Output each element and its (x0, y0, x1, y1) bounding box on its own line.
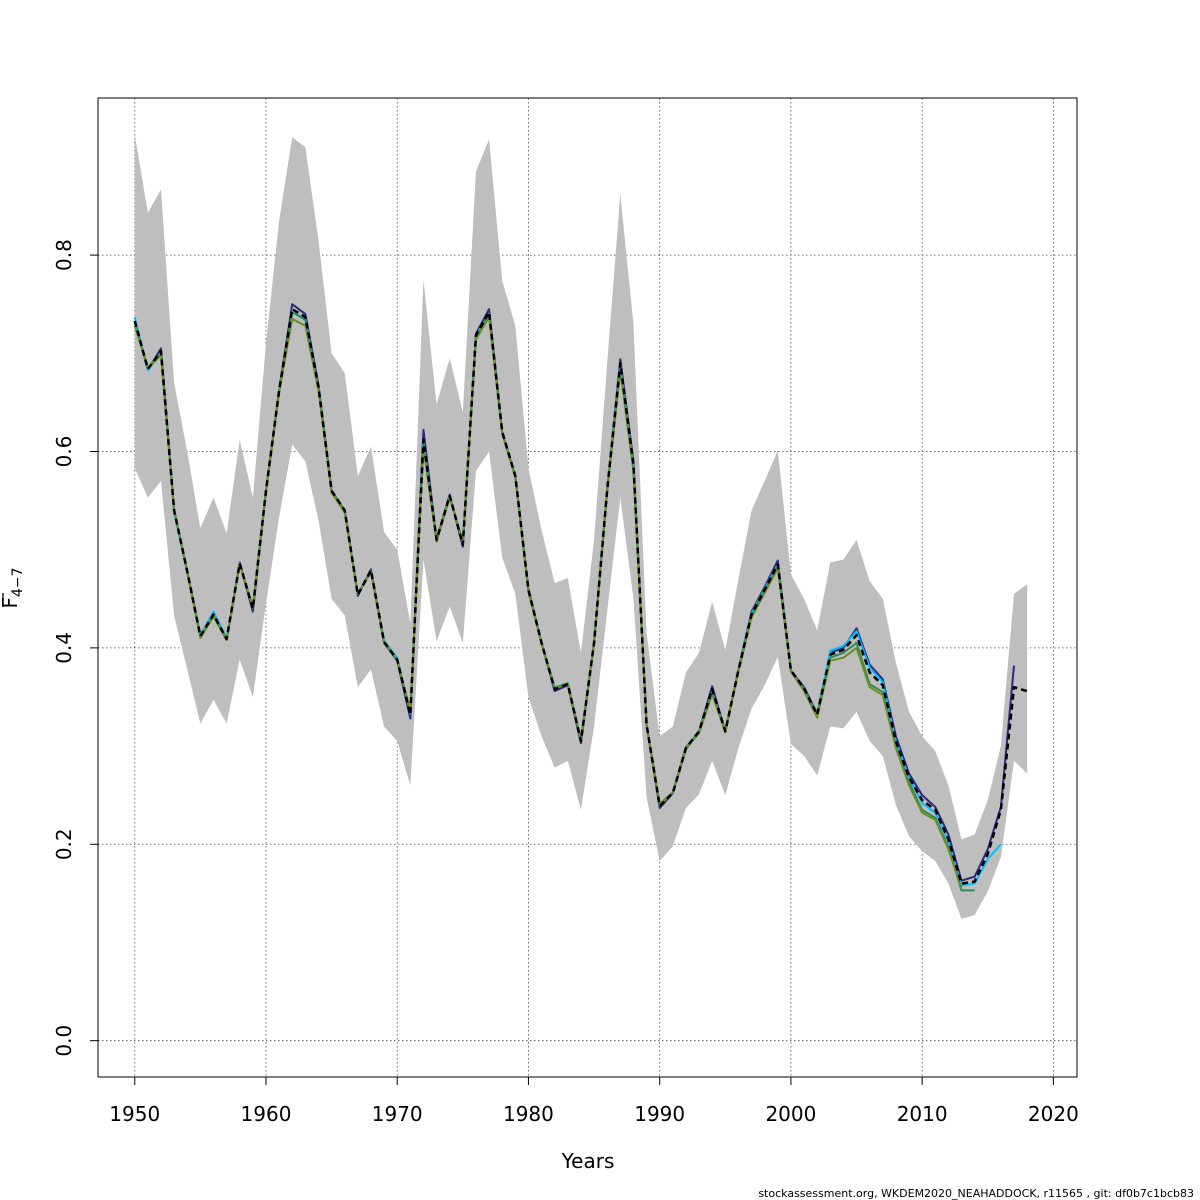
y-axis-title-subscript: 4−7 (10, 567, 26, 597)
y-tick-label: 0.6 (52, 436, 76, 468)
confidence-band-layer (134, 134, 1028, 919)
series-layer (133, 303, 1028, 892)
y-axis: 0.0 0.2 0.4 0.6 0.8 (52, 239, 99, 1057)
y-tick-label: 0.4 (52, 632, 76, 664)
x-tick-label: 2000 (765, 1102, 816, 1126)
footer-credit: stockassessment.org, WKDEM2020_NEAHADDOC… (758, 1187, 1194, 1200)
y-tick-label: 0.8 (52, 239, 76, 271)
x-tick-label: 2020 (1028, 1102, 1079, 1126)
x-tick-label: 2010 (897, 1102, 948, 1126)
x-tick-label: 1980 (503, 1102, 554, 1126)
y-tick-label: 0.0 (52, 1025, 76, 1057)
series-line-5 (133, 307, 1028, 885)
y-axis-title: F4−7 (0, 567, 26, 608)
y-axis-title-main: F (0, 597, 22, 609)
x-tick-label: 1950 (109, 1102, 160, 1126)
x-tick-label: 1970 (372, 1102, 423, 1126)
x-tick-label: 1990 (634, 1102, 685, 1126)
svg-text:F4−7: F4−7 (0, 567, 26, 608)
x-axis-title: Years (561, 1149, 615, 1173)
x-axis: 1950 1960 1970 1980 1990 2000 2010 2020 (109, 1076, 1079, 1126)
x-tick-label: 1960 (241, 1102, 292, 1126)
confidence-band (134, 134, 1028, 919)
y-tick-label: 0.2 (52, 828, 76, 860)
